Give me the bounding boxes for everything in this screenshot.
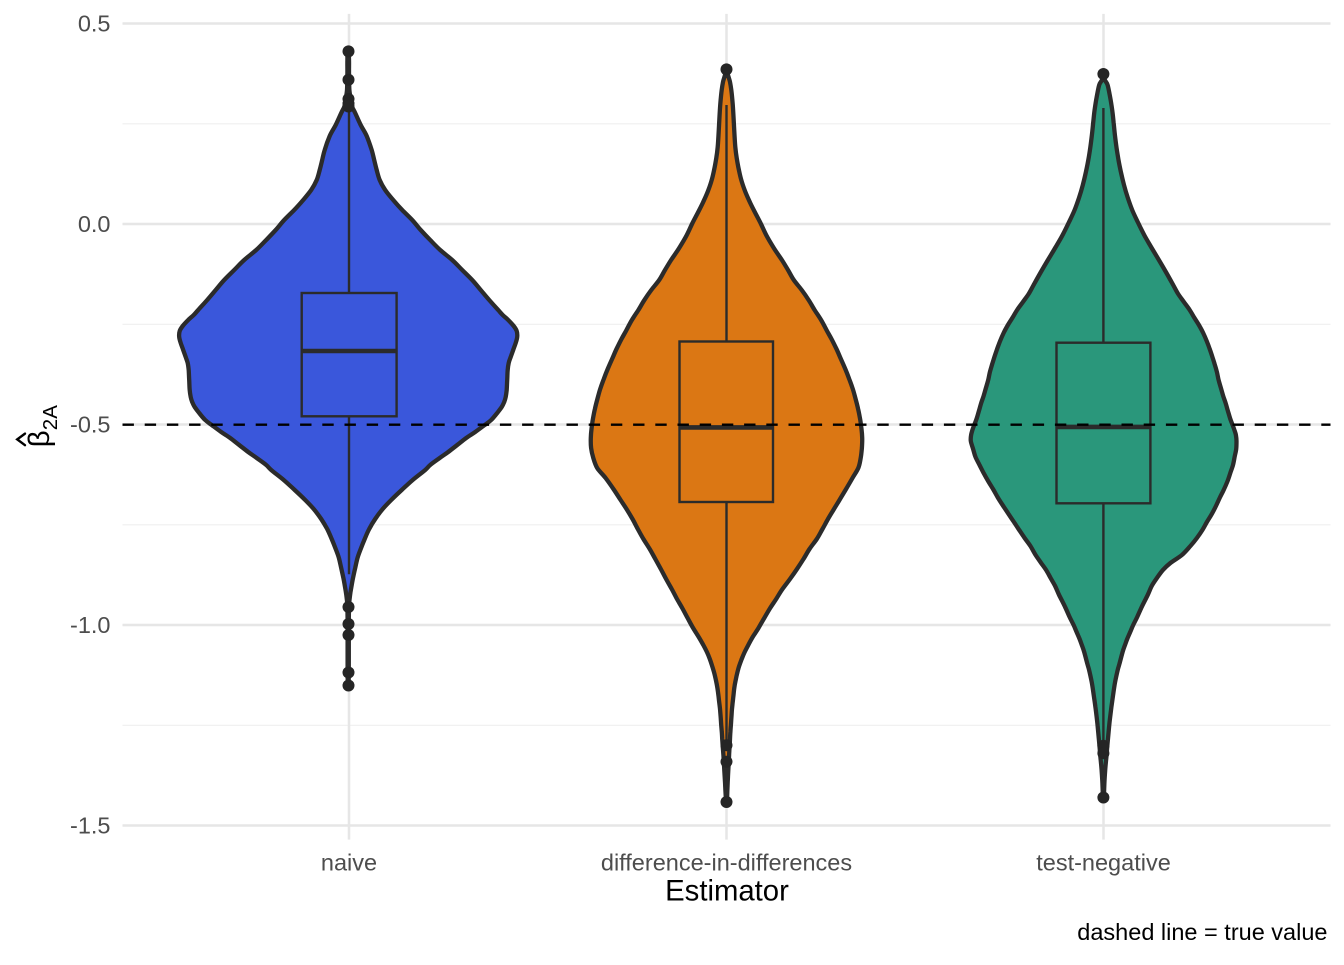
svg-text:2A: 2A [39, 405, 62, 430]
svg-text:0.0: 0.0 [78, 211, 111, 237]
svg-text:-0.5: -0.5 [70, 412, 111, 438]
svg-text:-1.5: -1.5 [70, 813, 111, 839]
svg-text:-1.0: -1.0 [70, 612, 111, 638]
svg-text:test-negative: test-negative [1036, 850, 1171, 876]
svg-text:Estimator: Estimator [665, 875, 789, 908]
svg-text:dashed line = true value: dashed line = true value [1077, 919, 1327, 945]
svg-text:naive: naive [321, 850, 377, 876]
svg-text:difference-in-differences: difference-in-differences [601, 850, 852, 876]
svg-text:β: β [23, 430, 56, 447]
svg-text:0.5: 0.5 [78, 11, 111, 37]
